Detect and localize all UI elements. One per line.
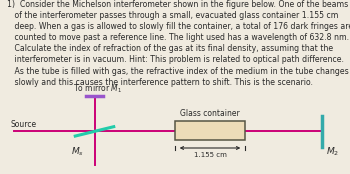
Bar bbox=[175, 121, 245, 140]
Text: 1)  Consider the Michelson interferometer shown in the figure below. One of the : 1) Consider the Michelson interferometer… bbox=[7, 0, 350, 87]
Text: $M_2$: $M_2$ bbox=[326, 146, 339, 158]
Text: 1.155 cm: 1.155 cm bbox=[194, 152, 226, 158]
Text: $M_s$: $M_s$ bbox=[70, 146, 84, 158]
Text: Source: Source bbox=[10, 120, 37, 129]
Text: To mirror $M_1$: To mirror $M_1$ bbox=[74, 82, 122, 95]
Text: Glass container: Glass container bbox=[180, 109, 240, 118]
